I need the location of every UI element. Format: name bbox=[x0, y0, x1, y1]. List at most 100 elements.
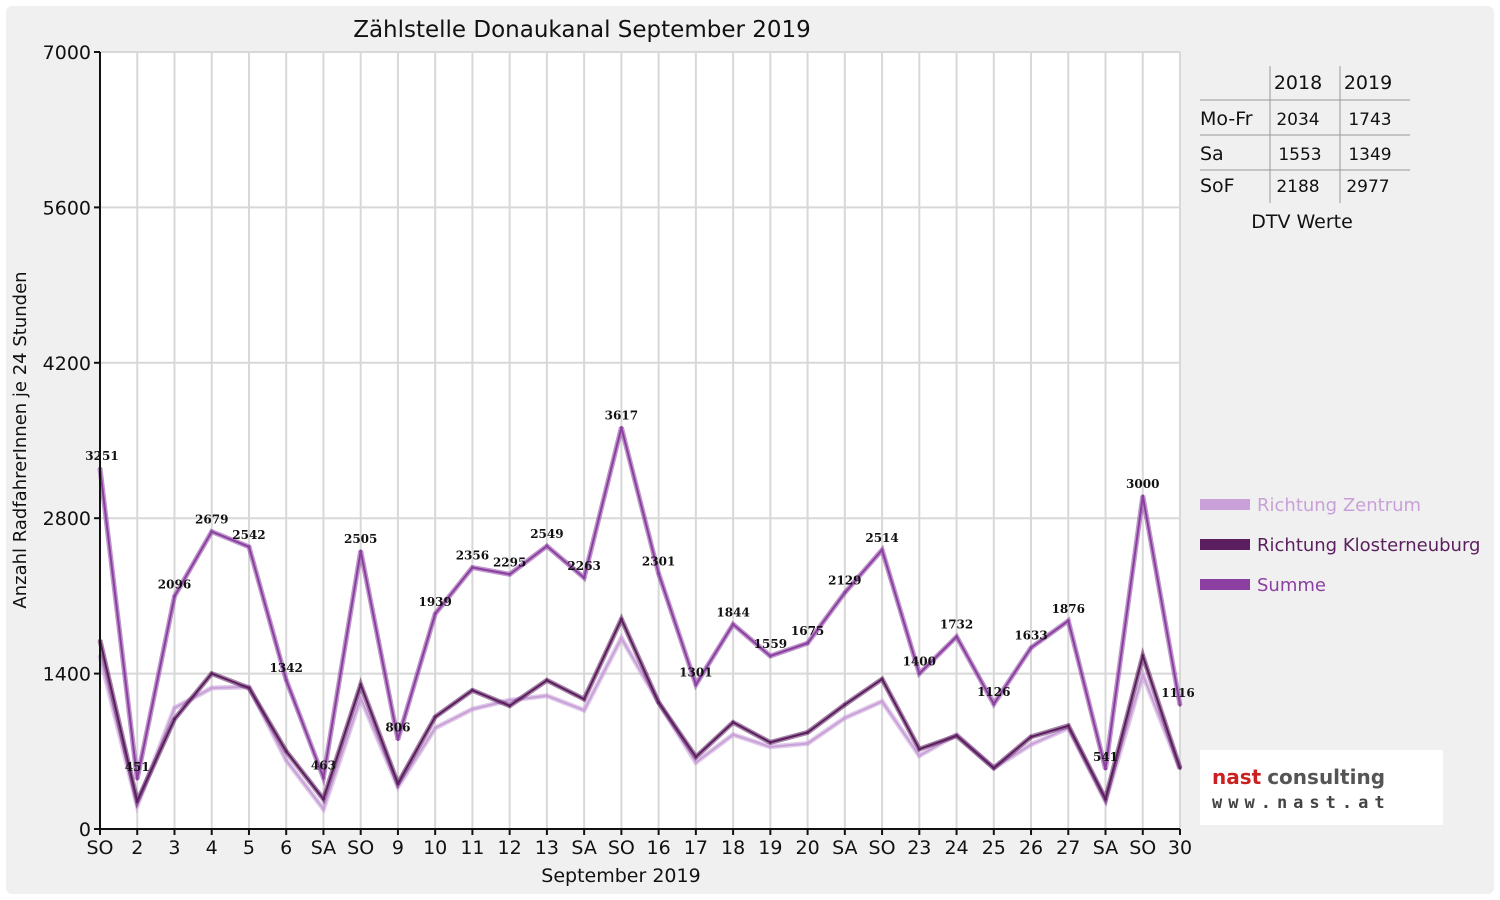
data-point bbox=[470, 707, 474, 711]
legend-label-summe: Summe bbox=[1257, 575, 1326, 596]
series-line-summe bbox=[99, 427, 1181, 782]
logo-background bbox=[1200, 750, 1443, 825]
nast-consulting-logo: nast consulting www.nast.at bbox=[1200, 750, 1443, 825]
data-point bbox=[694, 755, 698, 759]
data-point bbox=[545, 694, 549, 698]
data-point bbox=[731, 720, 735, 724]
data-point bbox=[172, 717, 176, 721]
data-label: 2129 bbox=[828, 574, 861, 588]
table-header-2018: 2018 bbox=[1274, 72, 1322, 94]
data-label: 1559 bbox=[754, 637, 787, 651]
series-layer bbox=[97, 426, 1183, 815]
table-cell: 1553 bbox=[1278, 145, 1321, 165]
data-point bbox=[992, 702, 996, 706]
table-caption: DTV Werte bbox=[1251, 211, 1353, 233]
x-tick-label: SO bbox=[608, 837, 635, 859]
x-tick-label: SO bbox=[869, 837, 896, 859]
data-point bbox=[172, 706, 176, 710]
data-label: 2263 bbox=[567, 559, 600, 573]
data-point bbox=[731, 733, 735, 737]
data-point bbox=[843, 716, 847, 720]
data-point bbox=[619, 636, 623, 640]
data-point bbox=[806, 730, 810, 734]
data-label: 1342 bbox=[270, 661, 303, 675]
data-point bbox=[508, 704, 512, 708]
data-point bbox=[1178, 703, 1182, 707]
data-label: 3617 bbox=[605, 409, 638, 423]
data-point bbox=[694, 683, 698, 687]
data-label: 2514 bbox=[865, 531, 898, 545]
data-point bbox=[619, 426, 623, 430]
data-point bbox=[657, 572, 661, 576]
data-point bbox=[321, 797, 325, 801]
x-tick-label: 20 bbox=[795, 837, 819, 859]
data-point bbox=[284, 749, 288, 753]
data-label: 1633 bbox=[1014, 629, 1047, 643]
data-point bbox=[917, 672, 921, 676]
x-tick-label: 17 bbox=[684, 837, 708, 859]
data-point bbox=[880, 548, 884, 552]
x-tick-label: 13 bbox=[535, 837, 559, 859]
y-tick-label: 0 bbox=[79, 819, 91, 841]
x-ticks: SO 2 3 4 5 6 SA SO 9 10 11 12 13 SA SO 16 17 18 19 20 SA SO 23… bbox=[86, 829, 1192, 859]
data-point bbox=[843, 591, 847, 595]
data-point bbox=[1141, 673, 1145, 677]
data-label: 1844 bbox=[716, 605, 749, 619]
data-point bbox=[880, 677, 884, 681]
data-point bbox=[247, 545, 251, 549]
x-tick-label: SO bbox=[347, 837, 374, 859]
table-cell: 1743 bbox=[1348, 110, 1391, 130]
data-label: 3251 bbox=[85, 449, 118, 463]
data-point bbox=[470, 688, 474, 692]
data-point bbox=[1029, 743, 1033, 747]
data-point bbox=[433, 715, 437, 719]
data-point bbox=[545, 678, 549, 682]
x-tick-label: SA bbox=[1093, 837, 1118, 859]
x-tick-label: SA bbox=[832, 837, 857, 859]
plot-area bbox=[100, 52, 1180, 829]
data-point bbox=[247, 686, 251, 690]
data-label: 2542 bbox=[232, 528, 265, 542]
x-tick-label: 23 bbox=[907, 837, 931, 859]
data-point bbox=[1029, 646, 1033, 650]
data-point bbox=[880, 699, 884, 703]
table-cell: 1349 bbox=[1348, 145, 1391, 165]
x-tick-label: 30 bbox=[1168, 837, 1192, 859]
data-point bbox=[955, 635, 959, 639]
logo-brand-b: consulting bbox=[1267, 765, 1385, 789]
data-label: 2549 bbox=[530, 527, 563, 541]
data-point bbox=[768, 745, 772, 749]
data-point bbox=[768, 740, 772, 744]
data-point bbox=[619, 617, 623, 621]
x-tick-label: 24 bbox=[944, 837, 968, 859]
data-label: 1400 bbox=[903, 655, 936, 669]
data-point bbox=[359, 696, 363, 700]
data-point bbox=[657, 700, 661, 704]
data-label: 2505 bbox=[344, 532, 377, 546]
x-tick-label: 18 bbox=[721, 837, 745, 859]
data-point bbox=[768, 654, 772, 658]
x-tick-label: 2 bbox=[131, 837, 143, 859]
data-point bbox=[917, 754, 921, 758]
axes bbox=[99, 52, 1180, 830]
data-point bbox=[1104, 797, 1108, 801]
data-point bbox=[508, 572, 512, 576]
data-label: 463 bbox=[311, 759, 336, 773]
data-label: 1939 bbox=[418, 595, 451, 609]
x-tick-label: 5 bbox=[243, 837, 255, 859]
x-tick-label: 4 bbox=[206, 837, 218, 859]
data-point bbox=[917, 747, 921, 751]
data-label: 541 bbox=[1093, 750, 1118, 764]
legend: Richtung Zentrum Richtung Klosterneuburg… bbox=[1200, 495, 1480, 596]
data-point bbox=[135, 777, 139, 781]
data-label: 1675 bbox=[791, 624, 824, 638]
data-point bbox=[1104, 767, 1108, 771]
data-point bbox=[582, 708, 586, 712]
data-label: 1876 bbox=[1052, 602, 1085, 616]
legend-swatch-summe bbox=[1200, 579, 1250, 590]
data-point bbox=[1141, 654, 1145, 658]
data-label: 2356 bbox=[456, 548, 489, 562]
data-point bbox=[806, 742, 810, 746]
data-point bbox=[508, 698, 512, 702]
x-tick-label: 19 bbox=[758, 837, 782, 859]
